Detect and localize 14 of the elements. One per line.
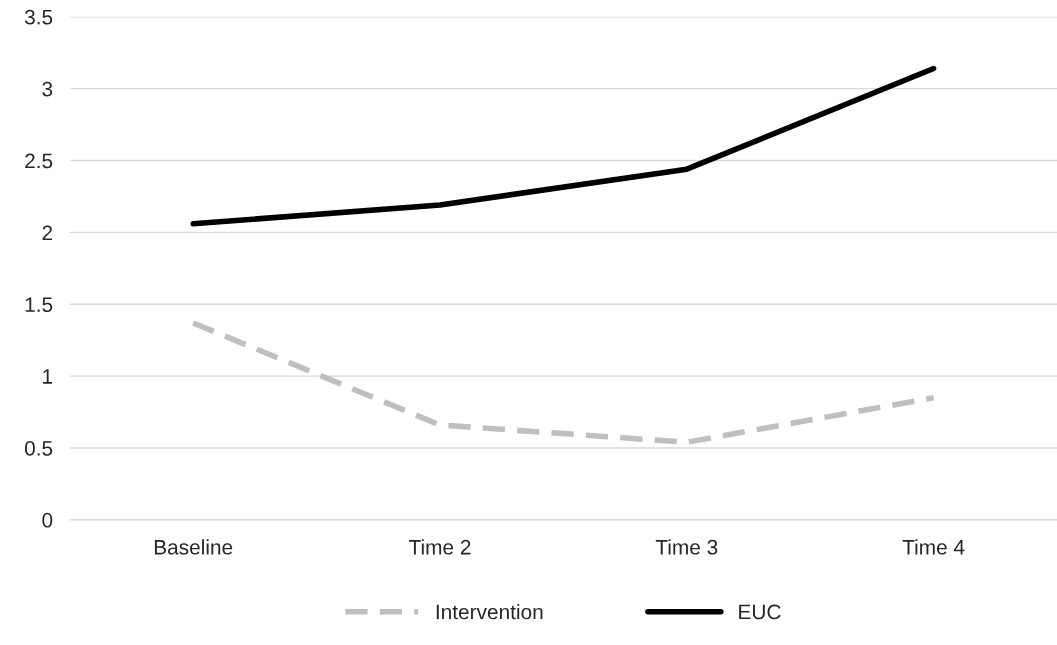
- x-tick-label: Baseline: [154, 539, 233, 555]
- y-tick-label: 0: [42, 512, 53, 528]
- y-tick-label: 3: [42, 81, 53, 97]
- x-tick-label: Time 4: [902, 539, 965, 555]
- x-tick-label: Time 2: [409, 539, 471, 555]
- legend-label: Intervention: [436, 604, 543, 620]
- x-tick-label: Time 3: [655, 539, 718, 555]
- y-tick-label: 0.5: [24, 441, 53, 456]
- y-tick-label: 2.5: [25, 153, 53, 169]
- y-tick-label: 2: [42, 225, 53, 240]
- y-tick-label: 1.5: [25, 297, 53, 313]
- legend-label: EUC: [739, 604, 781, 620]
- y-tick-label: 1: [43, 369, 53, 384]
- y-tick-label: 3.5: [24, 9, 53, 25]
